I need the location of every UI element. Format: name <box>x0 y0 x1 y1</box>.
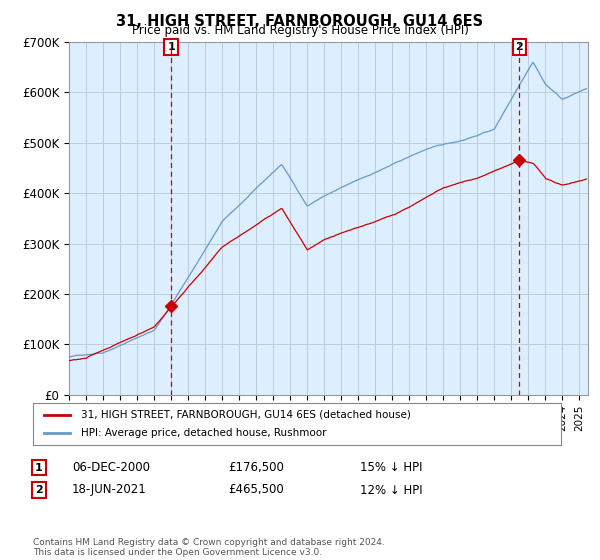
Text: HPI: Average price, detached house, Rushmoor: HPI: Average price, detached house, Rush… <box>80 428 326 438</box>
Text: 31, HIGH STREET, FARNBOROUGH, GU14 6ES: 31, HIGH STREET, FARNBOROUGH, GU14 6ES <box>116 14 484 29</box>
Text: 2: 2 <box>35 485 43 495</box>
Text: 06-DEC-2000: 06-DEC-2000 <box>72 461 150 474</box>
Text: 15% ↓ HPI: 15% ↓ HPI <box>360 461 422 474</box>
Text: 31, HIGH STREET, FARNBOROUGH, GU14 6ES (detached house): 31, HIGH STREET, FARNBOROUGH, GU14 6ES (… <box>80 410 410 420</box>
Text: 18-JUN-2021: 18-JUN-2021 <box>72 483 147 497</box>
Text: Price paid vs. HM Land Registry's House Price Index (HPI): Price paid vs. HM Land Registry's House … <box>131 24 469 37</box>
Text: 2: 2 <box>515 42 523 52</box>
Text: 12% ↓ HPI: 12% ↓ HPI <box>360 483 422 497</box>
Text: Contains HM Land Registry data © Crown copyright and database right 2024.
This d: Contains HM Land Registry data © Crown c… <box>33 538 385 557</box>
Text: 1: 1 <box>35 463 43 473</box>
Text: 1: 1 <box>167 42 175 52</box>
Text: £176,500: £176,500 <box>228 461 284 474</box>
Text: £465,500: £465,500 <box>228 483 284 497</box>
